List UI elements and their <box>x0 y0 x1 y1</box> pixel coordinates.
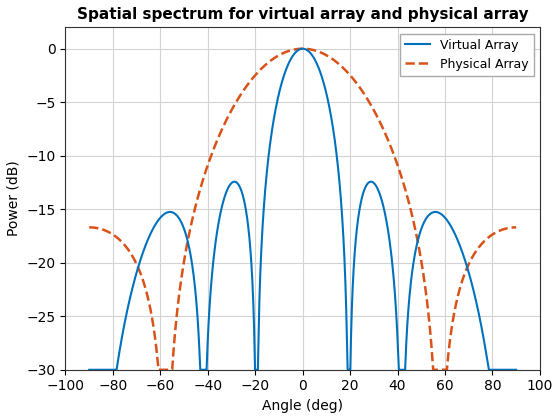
Physical Array <box>342 68 349 73</box>
Physical Array <box>299 46 306 51</box>
Line: Virtual Array: Virtual Array <box>89 49 516 370</box>
Virtual Array <box>299 46 306 51</box>
Virtual Array <box>363 182 370 187</box>
Virtual Array <box>404 314 411 319</box>
Physical Array <box>513 225 520 230</box>
Line: Physical Array: Physical Array <box>89 49 516 370</box>
Title: Spatial spectrum for virtual array and physical array: Spatial spectrum for virtual array and p… <box>77 7 529 22</box>
Virtual Array <box>342 279 349 284</box>
Virtual Array <box>249 278 256 283</box>
Physical Array <box>86 225 92 230</box>
Virtual Array <box>86 367 92 372</box>
Virtual Array <box>513 367 520 372</box>
X-axis label: Angle (deg): Angle (deg) <box>262 399 343 413</box>
Physical Array <box>363 96 370 101</box>
Physical Array <box>404 197 411 202</box>
Y-axis label: Power (dB): Power (dB) <box>7 161 21 236</box>
Physical Array <box>249 76 256 81</box>
Physical Array <box>155 367 162 372</box>
Virtual Array <box>164 210 170 215</box>
Physical Array <box>164 367 170 372</box>
Virtual Array <box>437 211 444 216</box>
Legend: Virtual Array, Physical Array: Virtual Array, Physical Array <box>400 34 534 76</box>
Physical Array <box>437 367 444 372</box>
